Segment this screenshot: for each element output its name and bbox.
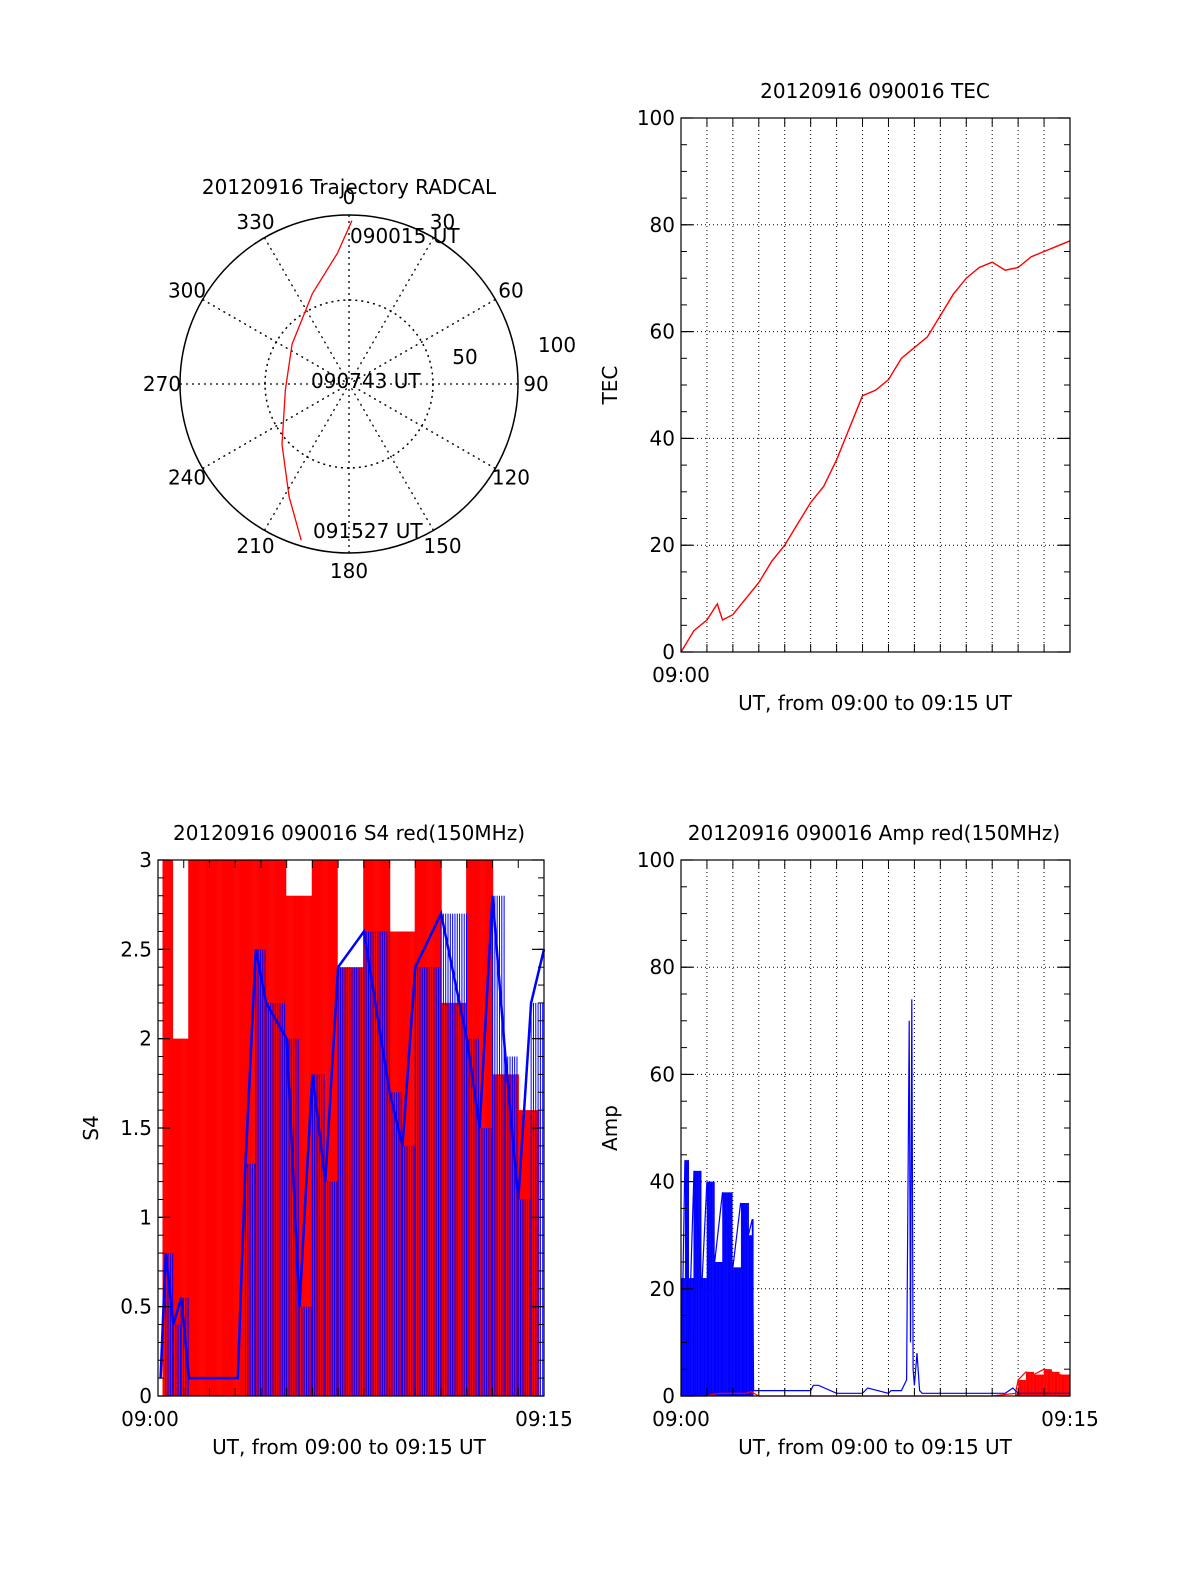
y-tick-label: 1 [139,1205,152,1229]
y-tick-label: 0.5 [120,1295,152,1319]
tec-x-tick-label: 09:00 [652,663,710,687]
y-tick-label: 2.5 [120,937,152,961]
amp-y-axis-label: Amp [598,1105,622,1151]
y-tick-label: 0 [662,1384,675,1408]
angle-label: 240 [168,466,206,490]
y-tick-label: 0 [139,1384,152,1408]
tec-x-axis-label: UT, from 09:00 to 09:15 UT [738,691,1013,715]
angle-label: 60 [498,279,523,303]
y-tick-label: 2 [139,1027,152,1051]
y-tick-label: 60 [650,1062,675,1086]
angle-label: 30 [430,210,455,234]
y-tick-label: 0 [662,640,675,664]
trajectory-line [281,220,353,541]
angle-label: 210 [236,534,274,558]
amp-x-tick-label-end: 09:15 [1041,1407,1099,1431]
angle-label: 270 [143,372,181,396]
tec-grid [681,118,1070,652]
s4-x-tick-label-start: 09:00 [121,1407,179,1431]
angle-label: 300 [168,279,206,303]
amp-x-tick-label-start: 09:00 [652,1407,710,1431]
amp-ticks: 0 20 40 60 80 100 [637,848,1071,1408]
angle-label: 120 [492,466,530,490]
polar-inner-circle [264,299,434,469]
angle-label: 330 [236,210,274,234]
series-line [680,240,1071,653]
tec-y-axis-label: TEC [598,366,622,406]
s4-x-axis-label: UT, from 09:00 to 09:15 UT [212,1435,487,1459]
tec-ticks: 0 20 40 60 80 100 [637,106,1071,664]
y-tick-label: 80 [650,213,675,237]
polar-grid [180,215,518,553]
y-tick-label: 3 [139,848,152,872]
s4-panel: 20120916 090016 S4 red(150MHz) 0 0.5 1 1.5 2… [79,821,573,1459]
y-tick-label: 40 [650,1170,675,1194]
y-tick-label: 40 [650,426,675,450]
trajectory-end-label: 091527 UT [313,519,423,543]
s4-series [159,860,546,1396]
y-tick-label: 100 [637,848,675,872]
y-tick-label: 80 [650,955,675,979]
tec-title: 20120916 090016 TEC [760,79,990,103]
trajectory-start-label: 090015 UT [350,224,460,248]
amp-x-axis-label: UT, from 09:00 to 09:15 UT [738,1435,1013,1459]
angle-label: 0 [343,185,356,209]
amp-title: 20120916 090016 Amp red(150MHz) [688,821,1060,845]
tec-panel: 20120916 090016 TEC 0 20 40 60 80 100 09:00 U… [598,79,1071,715]
s4-title: 20120916 090016 S4 red(150MHz) [173,821,525,845]
angle-label: 150 [423,534,461,558]
s4-y-axis-label: S4 [79,1115,103,1140]
series-line [159,895,546,1380]
y-tick-label: 1.5 [120,1116,152,1140]
amp-series [680,999,1071,1397]
y-tick-label: 20 [650,533,675,557]
trajectory-mid-label: 090743 UT [311,369,421,393]
y-tick-label: 100 [637,106,675,130]
y-tick-label: 60 [650,320,675,344]
polar-spoke [263,237,435,531]
tec-series [680,240,1071,653]
amp-grid [681,860,1070,1396]
radius-label-inner: 50 [452,345,477,369]
polar-outer-circle [179,214,519,554]
angle-labels: 0 30 60 90 120 150 180 210 240 270 300 330 [143,185,549,583]
trajectory-title: 20120916 Trajectory RADCAL [202,175,497,199]
radius-label-outer: 100 [538,333,576,357]
y-tick-label: 20 [650,1277,675,1301]
s4-ticks: 0 0.5 1 1.5 2 2.5 3 [120,848,545,1408]
trajectory-polar-panel: 20120916 Trajectory RADCAL 0 30 60 90 120 150… [143,175,576,583]
angle-label: 180 [330,559,368,583]
tec-plot-frame [680,117,1071,653]
amp-panel: 20120916 090016 Amp red(150MHz) 0 20 40 60 8… [598,821,1099,1459]
angle-label: 90 [523,372,548,396]
s4-x-tick-label-end: 09:15 [515,1407,573,1431]
